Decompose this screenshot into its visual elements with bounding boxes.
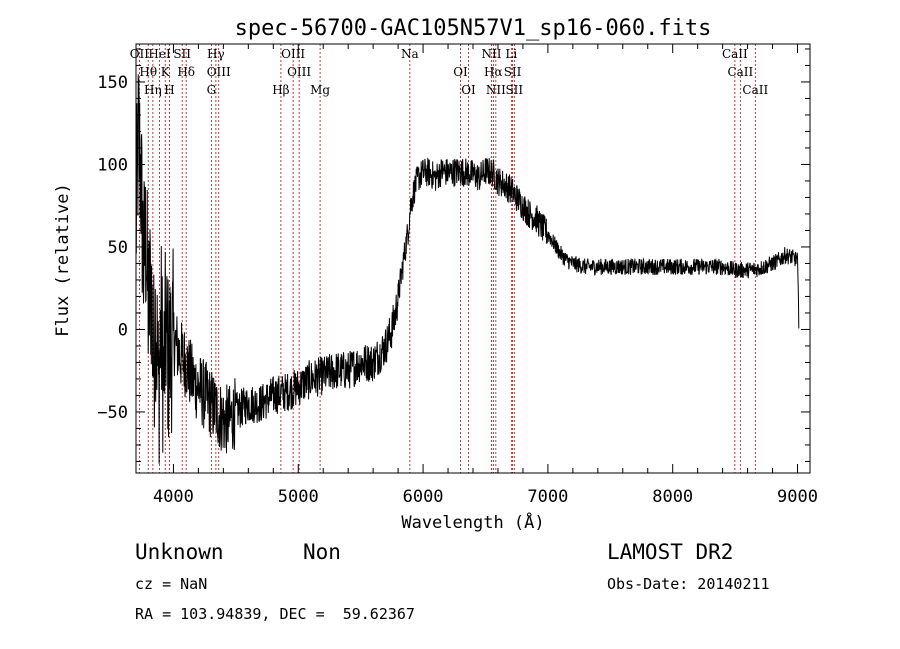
marker-label: Hγ [207,47,225,61]
marker-label: CaII [742,83,768,97]
marker-label: Li [505,47,517,61]
x-tick-label: 8000 [652,487,693,507]
marker-label: H [164,83,174,97]
y-tick-label: −50 [97,403,128,423]
coordinates: RA = 103.94839, DEC = 59.62367 [135,605,415,623]
marker-label: Na [401,47,419,61]
marker-label: OI [453,65,468,79]
marker-label: SII [173,47,191,61]
x-axis-ticks: 4000 5000 6000 7000 8000 9000 [153,44,818,507]
marker-label: Hα [484,65,503,79]
marker-label: Mg [310,83,330,97]
survey-name: LAMOST DR2 [607,540,733,564]
y-tick-label: 100 [97,155,128,175]
y-tick-label: 50 [108,238,128,258]
marker-label: CaII [722,47,748,61]
marker-label: NII [481,47,501,61]
redshift-text: cz = NaN [135,575,207,593]
marker-label: OIII [287,65,311,79]
object-class: Unknown [135,540,224,564]
spectral-line-labels: OII Hθ Hη HeI KH SII Hδ G Hγ OIII Hβ OIII OIII Mg Na OI… [130,47,769,97]
obs-date: Obs-Date: 20140211 [607,575,770,593]
plot-frame [135,43,811,474]
object-subclass: Non [303,540,341,564]
marker-label: SII [505,83,523,97]
y-axis-label: Flux (relative) [53,183,73,337]
marker-label: SII [504,65,522,79]
marker-label: G [207,83,217,97]
marker-label: OIII [281,47,305,61]
marker-label: Hθ [139,65,157,79]
marker-label: Hδ [177,65,195,79]
x-tick-label: 6000 [403,487,444,507]
marker-label: Hη [144,83,162,97]
x-tick-label: 9000 [777,487,818,507]
x-tick-label: 7000 [527,487,568,507]
y-axis-ticks: −50 0 50 100 150 [97,48,810,462]
x-axis-label: Wavelength (Å) [401,511,544,533]
marker-label: OI [461,83,476,97]
marker-label: HeI [148,47,171,61]
y-tick-label: 0 [118,320,128,340]
y-tick-label: 150 [97,73,128,93]
marker-label: OII [130,47,150,61]
spectrum-line [135,74,800,464]
marker-label: OIII [207,65,231,79]
marker-label: CaII [727,65,753,79]
x-tick-label: 5000 [278,487,319,507]
x-tick-label: 4000 [153,487,194,507]
marker-label: K [161,65,171,79]
marker-label: NII [486,83,506,97]
chart-title: spec-56700-GAC105N57V1_sp16-060.fits [235,16,712,41]
marker-label: Hβ [272,83,289,97]
